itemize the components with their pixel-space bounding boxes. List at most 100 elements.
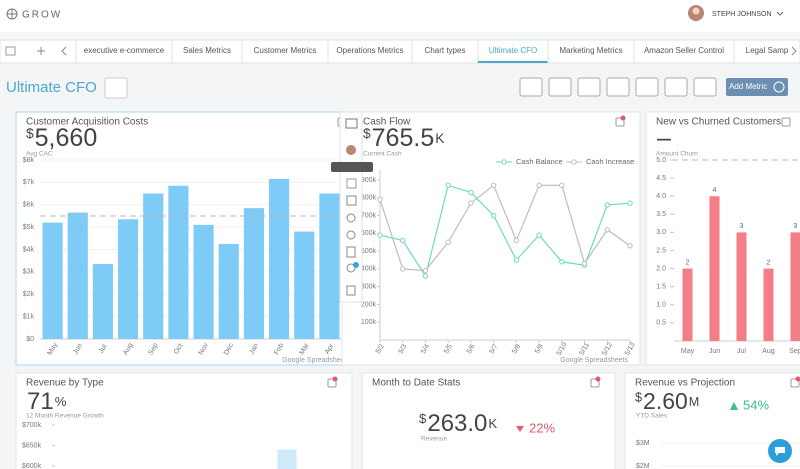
bar [218, 243, 239, 339]
tab-next[interactable] [791, 46, 797, 56]
add-metric-button[interactable] [726, 78, 788, 96]
x-tick-label: 5/3 [398, 343, 409, 355]
layout-icon[interactable] [346, 195, 357, 206]
x-tick-label: 5/8 [511, 343, 522, 355]
x-tick-label: Jul [98, 343, 109, 355]
text-button[interactable] [548, 77, 572, 97]
change-arrow [516, 426, 524, 432]
point [400, 266, 406, 272]
point [377, 232, 383, 238]
bar [92, 264, 113, 339]
series-line [379, 184, 631, 272]
user-name[interactable]: STEPH JOHNSON [712, 11, 772, 18]
x-tick-label: Sep [789, 348, 800, 355]
x-tick-label: 5/5 [443, 343, 454, 355]
widget-card [341, 111, 641, 366]
widget-title: Cash Flow [363, 117, 411, 128]
y-tick-label: $600k [22, 463, 42, 469]
tab-prev[interactable] [61, 46, 67, 56]
comment-icon[interactable] [345, 118, 358, 129]
y-tick-label: $2k [23, 291, 35, 298]
widget-menu-icon[interactable] [590, 378, 600, 388]
x-tick-label: Jun [72, 342, 84, 355]
tab[interactable]: Legal Samp [746, 46, 789, 55]
widget-menu-icon[interactable] [790, 378, 800, 388]
grid-button[interactable] [519, 77, 543, 97]
add-metric-label[interactable]: Add Metric [729, 82, 767, 91]
y-tick-label: $7k [23, 179, 35, 186]
y-tick-label: 2.0 [656, 265, 666, 272]
tab[interactable]: Customer Metrics [254, 46, 317, 55]
x-tick-label: 5/2 [375, 343, 386, 355]
y-tick-label: 100k [361, 319, 377, 326]
x-tick-label: Apr [324, 342, 336, 356]
y-tick-label: $3M [636, 440, 650, 447]
point [400, 237, 406, 244]
point [559, 182, 565, 189]
y-tick-label: $1k [23, 313, 35, 320]
y-tick-label: $6k [23, 202, 35, 209]
widget-menu-icon[interactable] [781, 117, 791, 127]
logo[interactable]: GROW [22, 10, 62, 21]
export-button[interactable] [693, 77, 717, 97]
metric-toolbar [331, 111, 373, 303]
y-tick-label: 700k [361, 212, 377, 219]
copy-icon[interactable] [346, 246, 356, 258]
comment-button[interactable] [664, 77, 688, 97]
refresh-icon[interactable] [346, 263, 356, 273]
headline-value: 263.0 [427, 410, 487, 437]
y-tick-label: $650k [22, 442, 42, 449]
bar [118, 219, 139, 339]
resize-icon[interactable] [346, 178, 357, 189]
change-value: 54% [743, 397, 769, 412]
headline-label: YTD Sales [636, 413, 668, 420]
tab[interactable]: Ultimate CFO [489, 46, 537, 55]
point [513, 237, 520, 244]
data-source: Google Spreadsheets [282, 357, 350, 364]
tab[interactable]: Chart types [425, 46, 466, 55]
point [627, 200, 633, 206]
widget-menu-icon[interactable] [327, 378, 337, 388]
tab[interactable]: Marketing Metrics [559, 46, 622, 55]
headline-label: Avg CAC [26, 151, 53, 158]
legend-marker [571, 159, 577, 165]
tab[interactable]: executive e-commerce [84, 46, 165, 55]
add-tab[interactable] [37, 47, 45, 55]
y-tick-label: 800k [361, 195, 377, 202]
headline: $263.0K [419, 410, 497, 437]
bar [790, 232, 800, 341]
bar [736, 232, 747, 341]
point [422, 267, 429, 274]
fullscreen-button[interactable] [635, 77, 659, 97]
tab[interactable]: Operations Metrics [336, 46, 403, 55]
user-caret[interactable] [776, 11, 784, 16]
y-tick-label: 900k [361, 177, 377, 184]
x-tick-label: 5/4 [420, 343, 431, 355]
widget-menu-icon[interactable] [615, 117, 625, 127]
delete-icon[interactable] [346, 285, 356, 296]
refresh-button[interactable] [577, 77, 601, 97]
share-icon[interactable] [346, 213, 356, 223]
dashboard-settings[interactable] [104, 77, 128, 99]
y-tick-label: 300k [361, 284, 377, 291]
y-tick-label: 400k [361, 266, 377, 273]
avatar-icon[interactable] [346, 145, 356, 155]
headline: $2.60M [635, 388, 699, 414]
alert-badge [620, 115, 626, 121]
widget-title: Month to Date Stats [372, 378, 460, 389]
bar [143, 193, 164, 339]
y-tick-label: $4k [23, 246, 35, 253]
y-tick-label: 3.5 [656, 211, 666, 218]
y-tick-label: 500k [361, 248, 377, 255]
tab[interactable]: Amazon Seller Control [644, 46, 724, 55]
x-tick-label: 5/7 [488, 343, 499, 355]
value-label: 2 [686, 259, 690, 266]
headline-label: 12 Month Revenue Growth [26, 413, 104, 420]
sidebar-toggle[interactable] [5, 46, 16, 56]
settings-button[interactable] [606, 77, 630, 97]
value-label: 2 [767, 259, 771, 266]
info-icon[interactable] [346, 230, 356, 240]
tab[interactable]: Sales Metrics [183, 46, 231, 55]
headline-value: 2.60 [643, 388, 688, 414]
